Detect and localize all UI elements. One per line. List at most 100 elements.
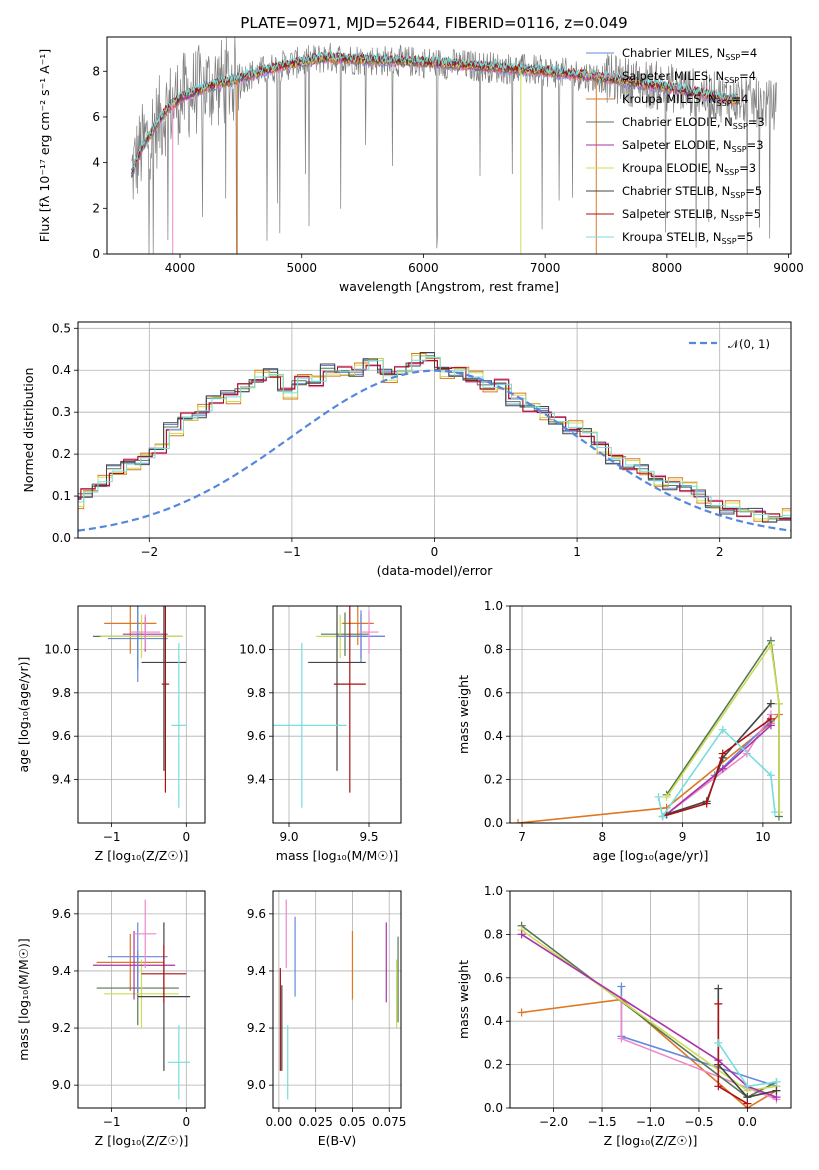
legend-entry-subscript: SSP xyxy=(729,214,744,223)
x-tick-label: 0 xyxy=(183,830,191,844)
y-tick-label: 0.4 xyxy=(484,1014,503,1028)
x-axis-label: Z [log₁₀(Z/Z☉)] xyxy=(95,848,189,863)
legend-entry-name: Kroupa MILES, N xyxy=(622,92,717,106)
axes-frame xyxy=(77,605,206,824)
x-tick-label: −1 xyxy=(283,545,301,559)
y-tick-label: 9.2 xyxy=(52,1021,71,1035)
axes-frame xyxy=(509,605,792,824)
weight-marker xyxy=(743,1082,752,1091)
histogram-step-8 xyxy=(78,356,791,518)
legend-entry: 𝒩(0, 1) xyxy=(728,337,770,351)
legend-entry-subscript: SSP xyxy=(722,237,737,246)
y-tick-label: 0.0 xyxy=(484,816,503,830)
y-tick-label: 0.2 xyxy=(484,773,503,787)
y-tick-label: 9.4 xyxy=(247,773,266,787)
legend-entry-subscript: SSP xyxy=(730,191,745,200)
x-tick-label: 8 xyxy=(599,830,607,844)
y-tick-label: 9.6 xyxy=(247,907,266,921)
plot-area xyxy=(279,899,399,1100)
y-tick-label: 0.6 xyxy=(484,686,503,700)
legend-entry: Salpeter MILES, NSSP=4 xyxy=(622,69,756,85)
y-tick-label: 9.8 xyxy=(247,686,266,700)
weight-marker xyxy=(662,792,671,801)
x-axis-label: Z [log₁₀(Z/Z☉)] xyxy=(604,1133,698,1148)
weight-marker xyxy=(766,771,775,780)
weight-marker xyxy=(766,641,775,650)
legend-entry: Kroupa STELIB, NSSP=5 xyxy=(622,230,753,246)
plot-area xyxy=(92,606,187,808)
plot-area xyxy=(517,921,781,1108)
y-tick-label: 10.0 xyxy=(44,642,71,656)
legend-entry-count: =4 xyxy=(732,92,749,106)
legend-entry-name: Chabrier ELODIE, N xyxy=(622,115,733,129)
x-tick-label: 7 xyxy=(518,830,526,844)
y-tick-label: 9.6 xyxy=(52,729,71,743)
legend-entry-subscript: SSP xyxy=(724,168,739,177)
plot-area xyxy=(273,606,385,808)
model-spectrum-5 xyxy=(130,52,740,173)
x-tick-label: −0.5 xyxy=(684,1115,713,1129)
legend-entry-name: Kroupa STELIB, N xyxy=(622,230,722,244)
y-tick-label: 9.4 xyxy=(52,773,71,787)
x-tick-label: 9.5 xyxy=(359,830,378,844)
x-tick-label: 0.075 xyxy=(372,1115,406,1129)
x-tick-label: −2.0 xyxy=(539,1115,568,1129)
x-tick-label: 4000 xyxy=(165,261,196,275)
legend-entry-name: Salpeter STELIB, N xyxy=(622,207,729,221)
legend-entry-count: =4 xyxy=(740,46,757,60)
y-tick-label: 9.0 xyxy=(247,1078,266,1092)
y-tick-label: 9.0 xyxy=(52,1078,71,1092)
legend-entry-name: Kroupa ELODIE, N xyxy=(622,161,724,175)
weight-marker xyxy=(772,1077,781,1086)
residuals-panel: −2 −1 0 1 2 0.0 0.1 0.2 0.3 0.4 0.5 (data-model)/er… xyxy=(21,321,792,578)
weight-marker xyxy=(617,1034,626,1043)
y-tick-label: 9.4 xyxy=(247,964,266,978)
spectrum-panel: 4000 5000 6000 7000 8000 9000 0 2 4 6 8 wavelength … xyxy=(37,36,804,294)
axes-frame xyxy=(77,890,206,1109)
y-tick-label: 4 xyxy=(92,156,100,170)
axes-frame xyxy=(272,605,402,824)
y-tick-label: 0.4 xyxy=(484,729,503,743)
y-tick-label: 0.2 xyxy=(52,447,71,461)
y-tick-label: 0.4 xyxy=(52,363,71,377)
normal-reference-curve xyxy=(78,369,791,532)
y-tick-label: 2 xyxy=(92,201,100,215)
x-axis-label: wavelength [Angstrom, rest frame] xyxy=(339,279,559,294)
histogram-step-7 xyxy=(78,360,791,520)
x-tick-label: 7000 xyxy=(530,261,561,275)
legend-entry: Chabrier ELODIE, NSSP=3 xyxy=(622,115,765,131)
x-tick-label: −1.0 xyxy=(636,1115,665,1129)
x-tick-label: 10 xyxy=(755,830,770,844)
y-tick-label: 9.6 xyxy=(52,907,71,921)
histogram-step-6 xyxy=(78,352,791,523)
y-tick-label: 0.6 xyxy=(484,971,503,985)
weight-marker xyxy=(714,984,723,993)
plot-area xyxy=(92,899,191,1100)
y-tick-label: 0.2 xyxy=(484,1058,503,1072)
y-tick-label: 9.8 xyxy=(52,686,71,700)
y-tick-label: 0.8 xyxy=(484,642,503,656)
weight-marker xyxy=(714,1038,723,1047)
y-tick-label: 1.0 xyxy=(484,599,503,613)
mass-vs-EBV-panel: 0.00 0.025 0.05 0.075 9.0 9.2 9.4 9.6 E(B-V) xyxy=(247,890,406,1148)
y-tick-label: 0.1 xyxy=(52,489,71,503)
x-tick-label: −1 xyxy=(103,1115,121,1129)
weight-line-0 xyxy=(521,998,777,1108)
y-axis-label: Normed distribution xyxy=(21,368,36,493)
plot-area xyxy=(78,352,791,532)
x-tick-label: 0.025 xyxy=(298,1115,332,1129)
weight-marker xyxy=(517,930,526,939)
y-tick-label: 0.5 xyxy=(52,321,71,335)
x-tick-label: 9000 xyxy=(773,261,804,275)
weight-marker xyxy=(718,749,727,758)
legend-entry: Kroupa ELODIE, NSSP=3 xyxy=(622,161,756,177)
weight-marker xyxy=(770,808,779,817)
x-tick-label: 8000 xyxy=(652,261,683,275)
legend-entry-count: =5 xyxy=(745,184,762,198)
legend-entry-subscript: SSP xyxy=(732,145,747,154)
x-tick-label: 9.0 xyxy=(279,830,298,844)
weight-marker xyxy=(702,799,711,808)
legend-entry-count: =3 xyxy=(747,138,764,152)
weight-line-0 xyxy=(517,713,780,823)
